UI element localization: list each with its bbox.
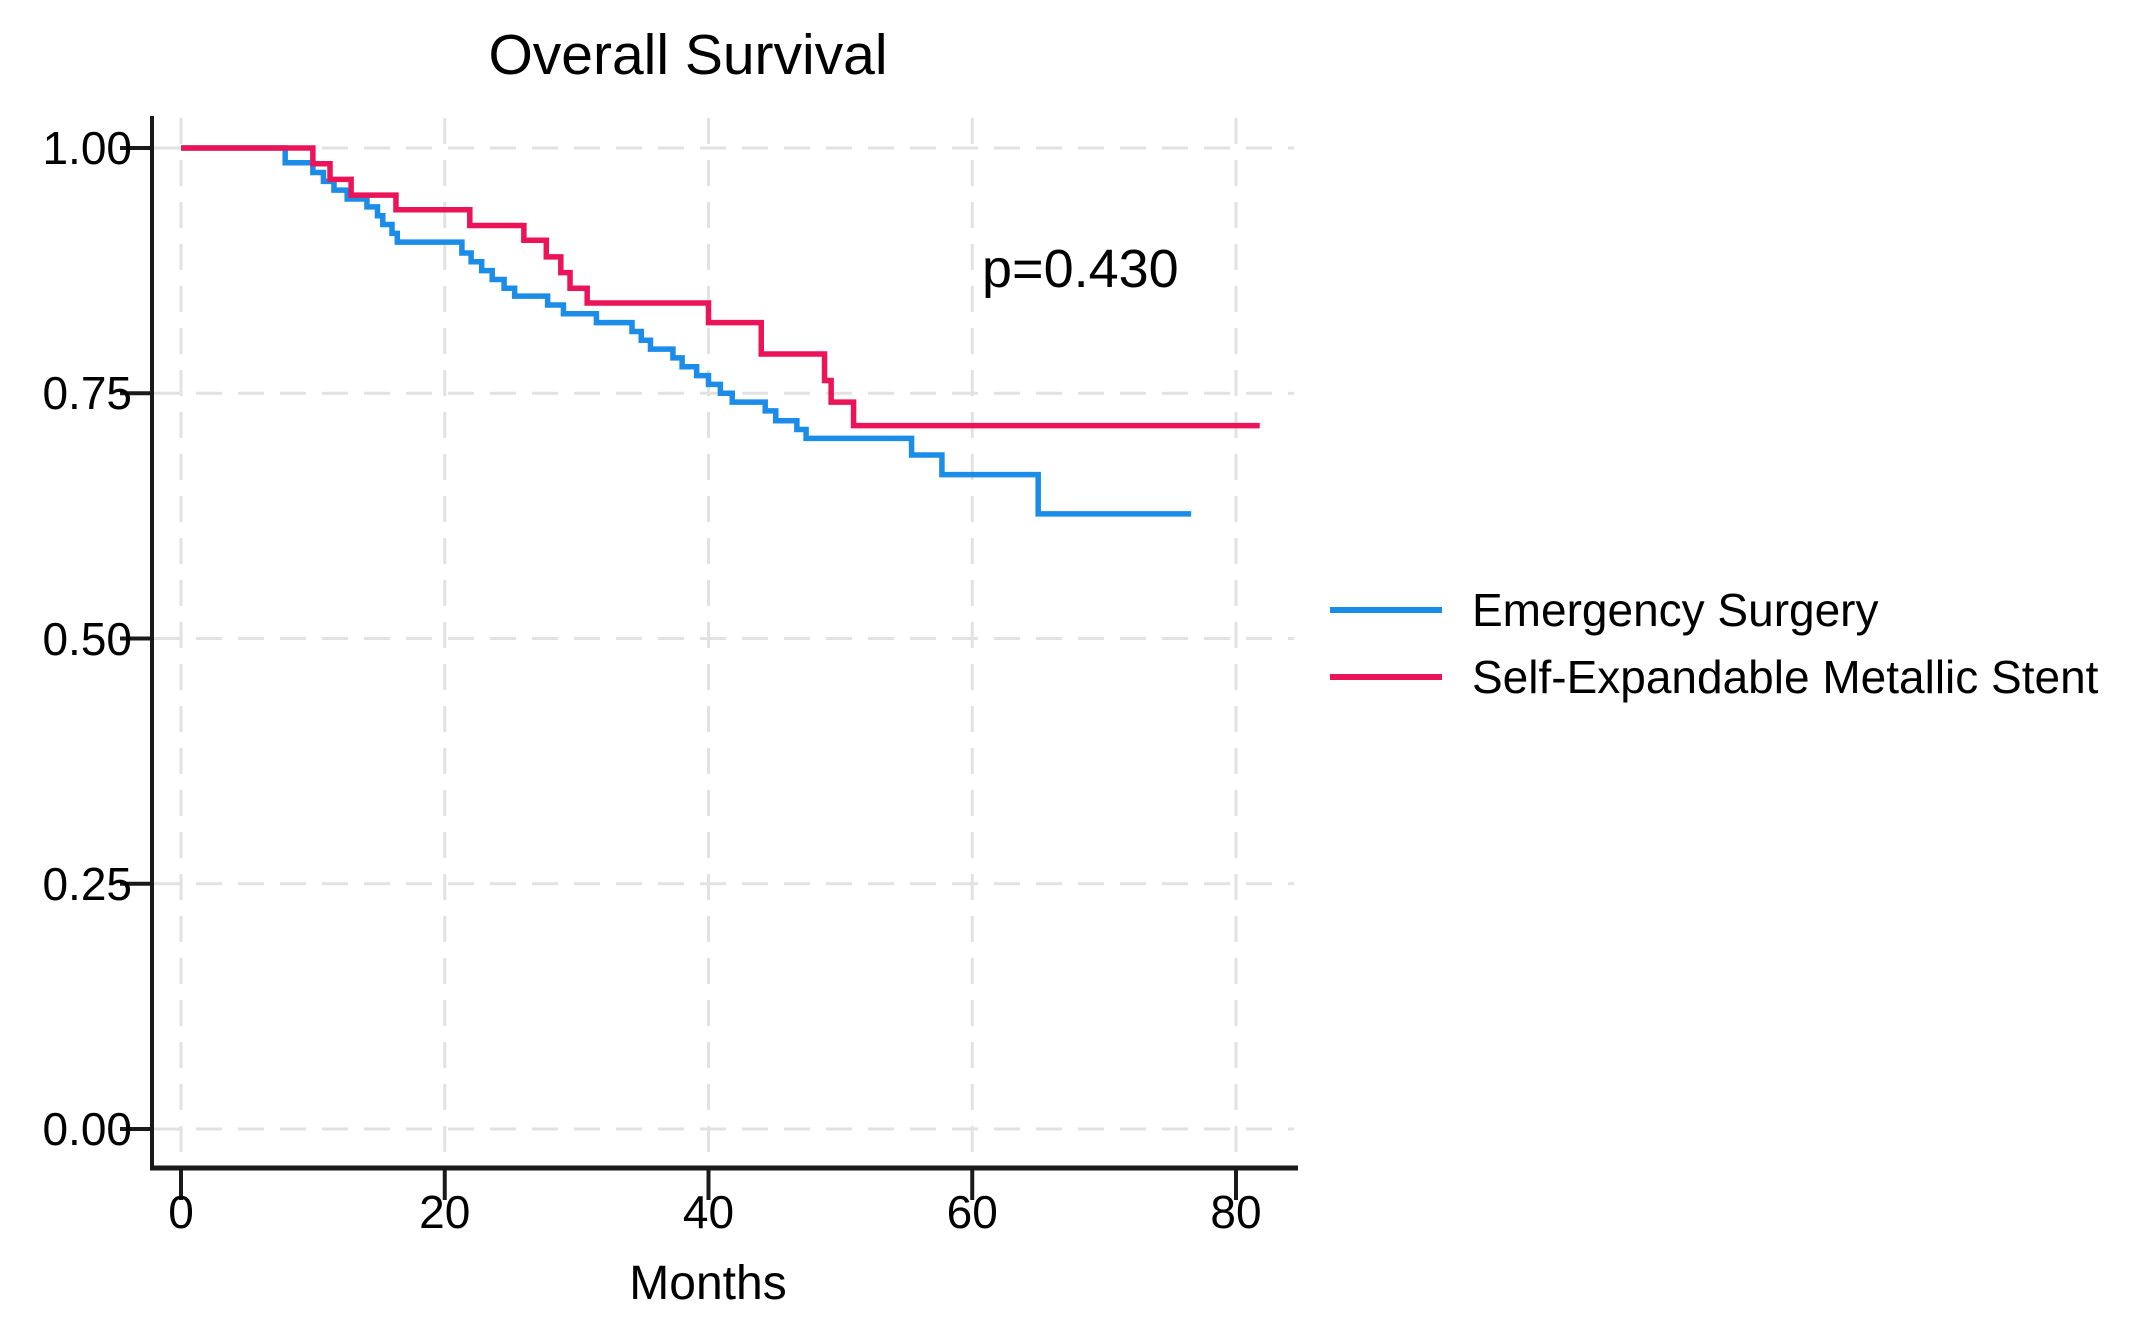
x-tick-label: 80 [1210, 1186, 1262, 1238]
legend-line-red-icon [1330, 674, 1442, 680]
legend-item-emergency-surgery: Emergency Surgery [1330, 585, 1879, 635]
y-tick-label: 0.25 [42, 857, 132, 910]
x-tick-label: 40 [682, 1186, 735, 1238]
y-tick-label: 0.50 [42, 612, 132, 665]
x-tick-label: 20 [419, 1186, 471, 1238]
legend-label-sems: Self-Expandable Metallic Stent [1472, 651, 2099, 703]
survival-curve-emergency-surgery [181, 145, 1192, 517]
x-tick-label: 0 [168, 1186, 194, 1238]
y-tick-label: 0.00 [42, 1103, 132, 1155]
legend-label-emergency-surgery: Emergency Surgery [1472, 584, 1879, 636]
y-tick-label: 0.75 [42, 367, 132, 420]
chart-title: Overall Survival [488, 23, 888, 87]
p-value-annotation: p=0.430 [982, 239, 1179, 299]
legend-line-blue-icon [1330, 607, 1442, 613]
survival-curve-sems [181, 145, 1260, 429]
x-tick-label: 60 [946, 1186, 998, 1238]
x-axis-label: Months [629, 1257, 787, 1310]
y-tick-label: 1.00 [42, 122, 132, 174]
legend-item-sems: Self-Expandable Metallic Stent [1330, 652, 2098, 702]
